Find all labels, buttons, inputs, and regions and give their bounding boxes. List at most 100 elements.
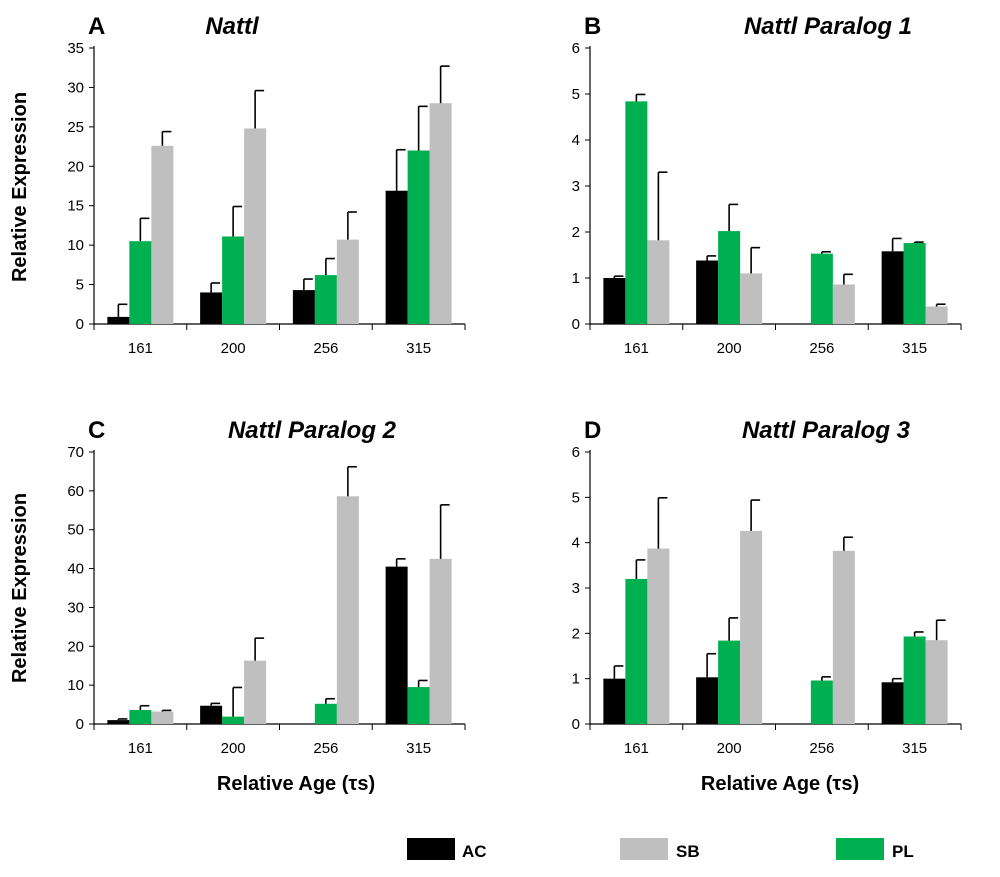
bar-sb xyxy=(336,496,359,724)
y-tick-label: 2 xyxy=(572,224,580,241)
y-tick-label: 25 xyxy=(67,119,84,136)
bar-pl xyxy=(903,636,926,724)
x-tick-label: 256 xyxy=(809,340,834,357)
y-tick-label: 0 xyxy=(76,316,84,333)
panel-c-letter: C xyxy=(88,417,105,444)
bar-ac xyxy=(385,190,408,324)
legend-label-pl: PL xyxy=(892,842,914,861)
bar-ac xyxy=(603,678,626,724)
x-tick-label: 161 xyxy=(624,740,649,757)
panel-a-letter: A xyxy=(88,13,105,40)
y-tick-label: 0 xyxy=(572,716,580,733)
x-tick-label: 256 xyxy=(313,340,338,357)
bar-pl xyxy=(718,640,741,724)
bar-sb xyxy=(740,273,763,324)
bar-ac xyxy=(385,566,408,724)
x-tick-label: 161 xyxy=(128,340,153,357)
bar-sb xyxy=(832,284,855,324)
bar-ac xyxy=(881,251,904,324)
x-tick-label: 200 xyxy=(717,740,742,757)
bar-pl xyxy=(407,150,430,324)
bar-sb xyxy=(429,558,452,724)
y-tick-label: 20 xyxy=(67,638,84,655)
legend-label-ac: AC xyxy=(462,842,487,861)
y-tick-label: 1 xyxy=(572,270,580,287)
bar-sb xyxy=(244,128,267,324)
legend-swatch-pl xyxy=(836,838,884,860)
bar-pl xyxy=(222,716,245,724)
bar-pl xyxy=(625,101,648,324)
y-tick-label: 70 xyxy=(67,444,84,461)
bar-sb xyxy=(151,145,174,324)
bar-sb xyxy=(740,530,763,724)
panel-b-title: Nattl Paralog 1 xyxy=(744,13,912,40)
panel-d-xlabel: Relative Age (τs) xyxy=(701,773,859,795)
bar-pl xyxy=(129,710,152,724)
panel-c: C Nattl Paralog 2 Relative Expression Re… xyxy=(9,417,466,795)
y-tick-label: 10 xyxy=(67,677,84,694)
y-tick-label: 4 xyxy=(572,535,580,552)
y-tick-label: 20 xyxy=(67,158,84,175)
x-tick-label: 161 xyxy=(624,340,649,357)
panel-a-title: Nattl xyxy=(205,13,260,40)
y-tick-label: 5 xyxy=(572,489,580,506)
y-tick-label: 6 xyxy=(572,40,580,57)
bar-sb xyxy=(336,239,359,324)
bar-ac xyxy=(292,290,315,324)
panel-c-plot: 0 10 20 30 40 50 60 70 161 200 256 315 xyxy=(67,444,466,757)
bar-ac xyxy=(200,705,223,724)
x-tick-label: 200 xyxy=(221,340,246,357)
bar-ac xyxy=(696,677,719,724)
bar-ac xyxy=(881,682,904,724)
x-tick-label: 256 xyxy=(809,740,834,757)
bar-ac xyxy=(603,278,626,324)
bar-pl xyxy=(625,578,648,724)
y-tick-label: 1 xyxy=(572,671,580,688)
bar-pl xyxy=(407,687,430,724)
bar-pl xyxy=(810,680,833,724)
y-tick-label: 3 xyxy=(572,178,580,195)
y-tick-label: 50 xyxy=(67,522,84,539)
bar-ac xyxy=(200,292,223,324)
bar-sb xyxy=(925,306,948,324)
panel-d-plot: 0 1 2 3 4 5 6 161 200 256 315 xyxy=(572,444,962,757)
x-tick-label: 200 xyxy=(717,340,742,357)
panel-c-ylabel: Relative Expression xyxy=(9,493,31,683)
y-tick-label: 60 xyxy=(67,483,84,500)
bar-sb xyxy=(151,711,174,724)
bar-pl xyxy=(314,275,337,324)
bar-sb xyxy=(647,548,670,724)
y-tick-label: 0 xyxy=(572,316,580,333)
y-tick-label: 30 xyxy=(67,79,84,96)
panel-a-ylabel: Relative Expression xyxy=(9,92,31,282)
y-tick-label: 10 xyxy=(67,237,84,254)
y-tick-label: 4 xyxy=(572,132,580,149)
bar-pl xyxy=(903,243,926,324)
bar-pl xyxy=(129,241,152,324)
legend-label-sb: SB xyxy=(676,842,700,861)
x-tick-label: 256 xyxy=(313,740,338,757)
bar-sb xyxy=(925,640,948,724)
y-tick-label: 40 xyxy=(67,561,84,578)
bar-pl xyxy=(222,236,245,324)
y-tick-label: 0 xyxy=(76,716,84,733)
bar-ac xyxy=(107,720,130,724)
y-tick-label: 5 xyxy=(76,277,84,294)
legend-swatch-sb xyxy=(620,838,668,860)
panel-b-plot: 0 1 2 3 4 5 6 161 200 256 315 xyxy=(572,40,962,357)
panel-a: A Nattl Relative Expression 0 5 10 15 20 25 30… xyxy=(9,13,466,357)
bar-ac xyxy=(107,316,130,324)
panel-d-letter: D xyxy=(584,417,601,444)
legend-swatch-ac xyxy=(407,838,455,860)
bar-sb xyxy=(832,550,855,724)
panel-a-plot: 0 5 10 15 20 25 30 35 161 200 256 315 xyxy=(67,40,466,357)
panel-d-title: Nattl Paralog 3 xyxy=(742,417,911,444)
x-tick-label: 315 xyxy=(902,740,927,757)
y-tick-label: 2 xyxy=(572,625,580,642)
y-tick-label: 30 xyxy=(67,599,84,616)
x-tick-label: 161 xyxy=(128,740,153,757)
bar-ac xyxy=(696,260,719,324)
x-tick-label: 315 xyxy=(406,740,431,757)
x-tick-label: 315 xyxy=(902,340,927,357)
panel-c-xlabel: Relative Age (τs) xyxy=(217,773,375,795)
